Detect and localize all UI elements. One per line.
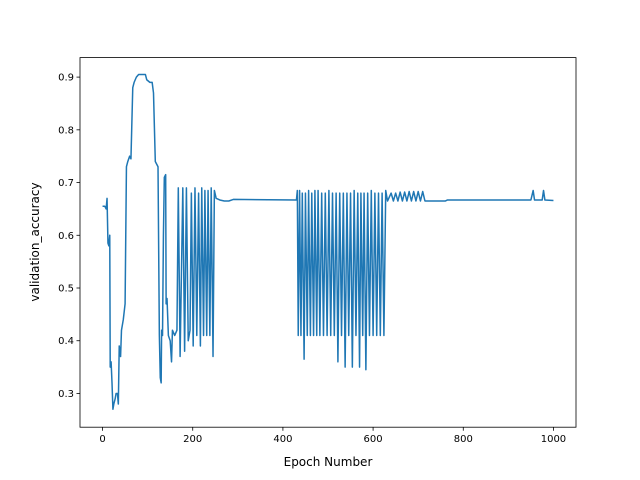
y-tick-label: 0.6 [58,231,74,242]
line [102,73,554,411]
x-tick-label: 600 [364,434,383,445]
y-axis-label: validation_accuracy [28,182,42,301]
y-tick-label: 0.9 [58,73,74,84]
x-axis-label: Epoch Number [284,455,373,469]
x-tick-label: 0 [99,434,105,445]
y-tick-label: 0.8 [58,125,74,136]
y-tick-label: 0.7 [58,178,74,189]
x-tick-label: 200 [183,434,202,445]
plot-frame [79,57,577,428]
y-tick-label: 0.3 [58,389,74,400]
y-tick-label: 0.4 [58,336,74,347]
y-tick-label: 0.5 [58,284,74,295]
x-tick-label: 800 [454,434,473,445]
x-tick-label: 400 [273,434,292,445]
x-tick-label: 1000 [541,434,566,445]
